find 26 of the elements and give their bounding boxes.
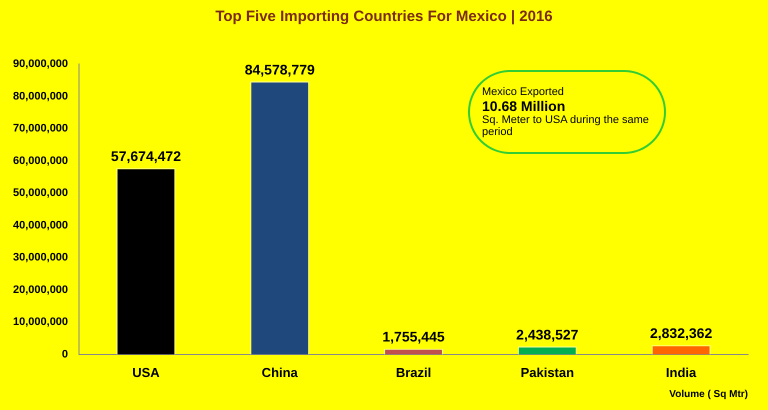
y-tick-label: 70,000,000 bbox=[12, 122, 68, 135]
annotation: Sq. Meter to USA during the same period bbox=[482, 114, 650, 138]
data-label: 84,578,779 bbox=[244, 61, 315, 78]
y-tick-label: 90,000,000 bbox=[12, 58, 68, 70]
y-tick-label: 60,000,000 bbox=[12, 154, 68, 167]
y-tick-label: 40,000,000 bbox=[12, 219, 68, 232]
x-axis-title: Volume ( Sq Mtr) bbox=[669, 388, 748, 400]
y-tick-label: 10,000,000 bbox=[12, 316, 68, 328]
data-label: 1,755,445 bbox=[382, 328, 445, 345]
data-label: 2,438,527 bbox=[516, 326, 579, 342]
x-tick-label: Pakistan bbox=[520, 364, 574, 380]
x-tick-label: Brazil bbox=[396, 364, 432, 380]
data-label: 57,674,472 bbox=[110, 148, 182, 164]
x-tick-label: China bbox=[262, 364, 299, 380]
y-tick-label: 0 bbox=[62, 348, 68, 360]
y-tick-label: 20,000,000 bbox=[12, 284, 68, 296]
data-label: 2,832,362 bbox=[650, 325, 712, 342]
y-tick-label: 80,000,000 bbox=[12, 90, 68, 102]
y-tick-label: 50,000,000 bbox=[12, 187, 68, 200]
chart-title: Top Five Importing Countries For Mexico | 2016 bbox=[214, 8, 554, 25]
annotation: 10.68 Million bbox=[482, 98, 566, 114]
x-tick-label: USA bbox=[132, 364, 160, 380]
annotation: Mexico Exported bbox=[482, 86, 565, 98]
y-tick-label: 30,000,000 bbox=[12, 252, 68, 264]
cloud-callout: Mexico Exported 10.68 Million Sq. Meter to USA during the same period bbox=[468, 70, 666, 154]
x-tick-label: India bbox=[666, 364, 698, 380]
